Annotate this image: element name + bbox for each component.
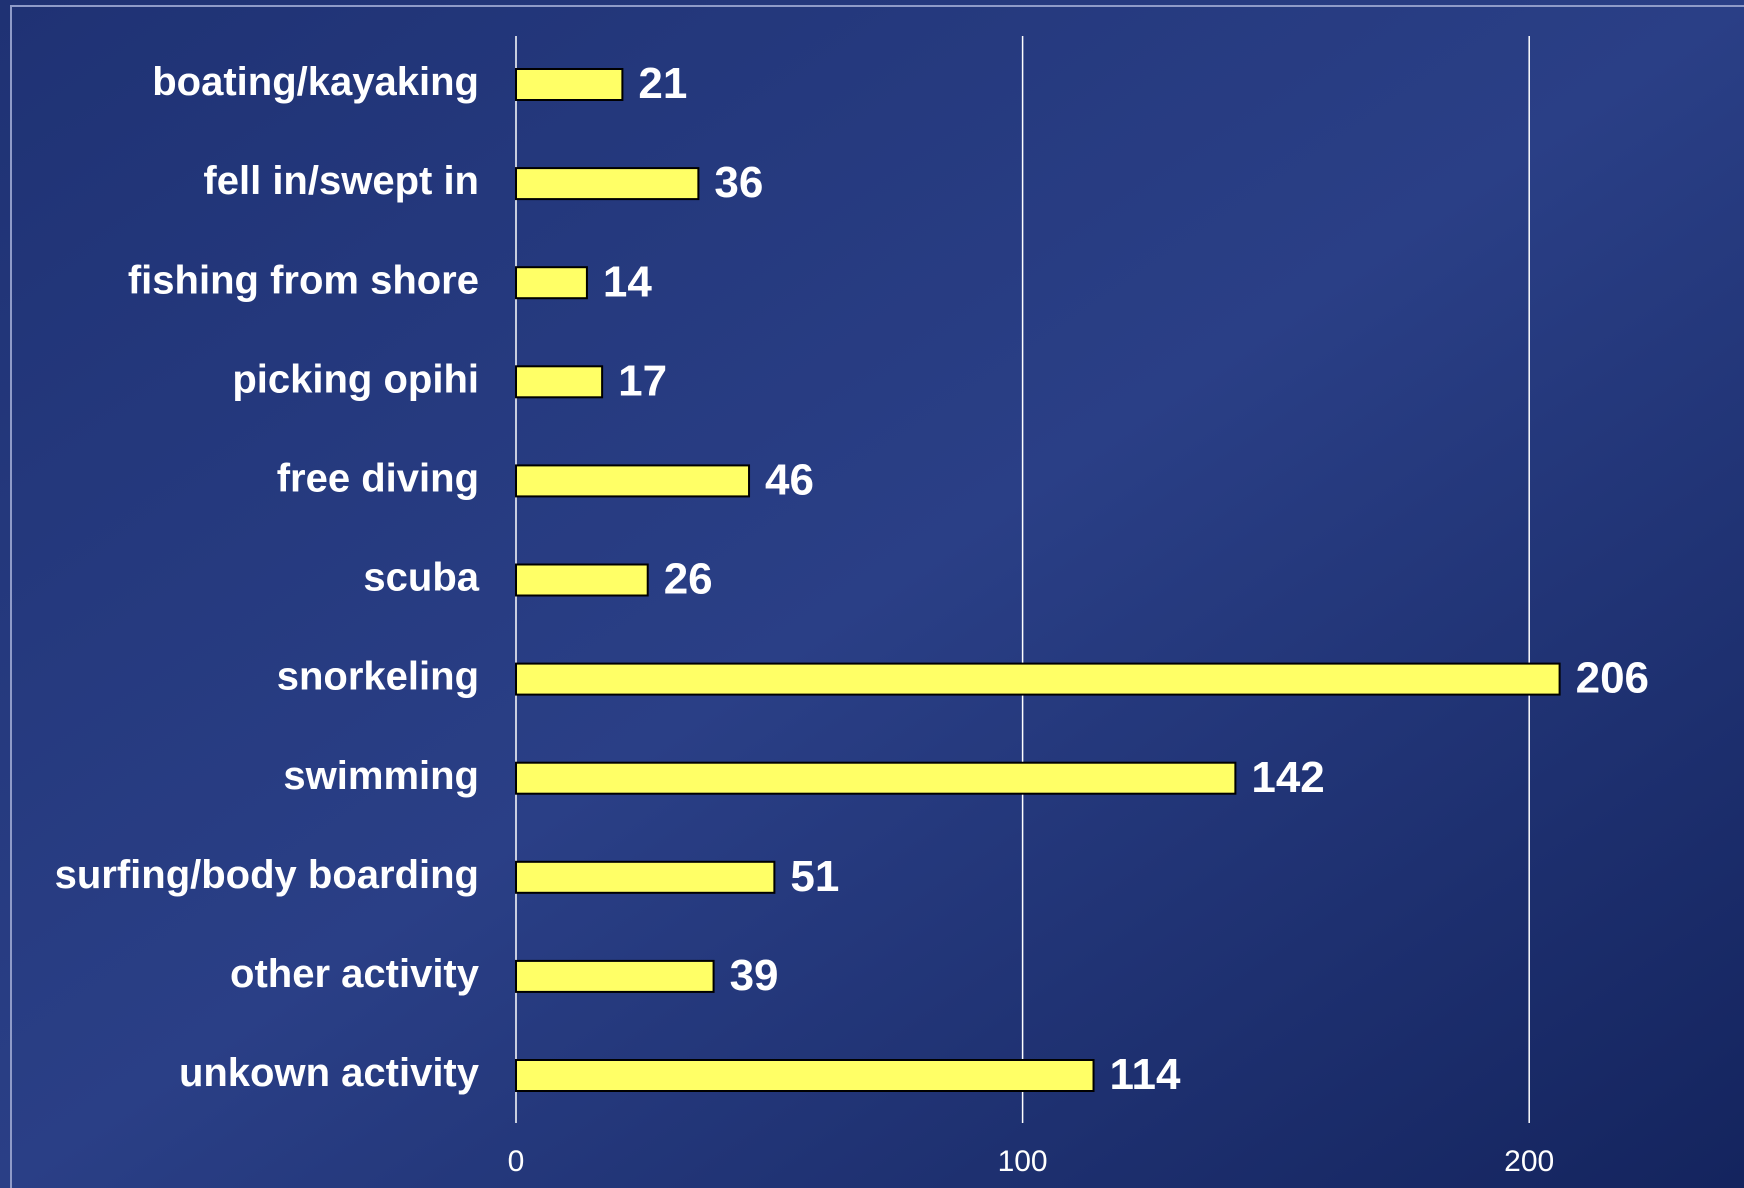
bar bbox=[515, 959, 715, 993]
value-label: 26 bbox=[664, 555, 713, 604]
value-label: 21 bbox=[638, 59, 687, 108]
y-tick-label: fishing from shore bbox=[128, 258, 479, 302]
bar bbox=[515, 860, 776, 894]
x-tick-label: 200 bbox=[1504, 1145, 1554, 1178]
bar bbox=[515, 266, 588, 300]
y-tick-label: fell in/swept in bbox=[203, 159, 479, 203]
bar bbox=[515, 662, 1561, 696]
bar bbox=[515, 563, 649, 597]
value-label: 36 bbox=[714, 158, 763, 207]
y-tick-label: picking opihi bbox=[232, 357, 479, 401]
bar bbox=[515, 464, 751, 498]
bar bbox=[515, 761, 1237, 795]
y-tick-label: scuba bbox=[363, 556, 479, 600]
value-label: 46 bbox=[765, 456, 814, 505]
x-tick-label: 100 bbox=[998, 1145, 1048, 1178]
bar bbox=[515, 68, 624, 101]
value-label: 17 bbox=[618, 356, 667, 405]
bar bbox=[515, 365, 604, 399]
value-label: 142 bbox=[1251, 753, 1324, 802]
frame bbox=[10, 5, 1744, 1188]
value-label: 51 bbox=[790, 852, 839, 901]
value-label: 39 bbox=[730, 951, 779, 1000]
bar bbox=[515, 1059, 1095, 1092]
value-label: 114 bbox=[1110, 1050, 1182, 1099]
y-tick-label: free diving bbox=[277, 456, 479, 500]
y-tick-label: other activity bbox=[230, 952, 480, 996]
bar bbox=[515, 167, 700, 201]
value-label: 206 bbox=[1576, 654, 1649, 703]
x-tick-label: 0 bbox=[508, 1145, 525, 1178]
y-tick-label: surfing/body boarding bbox=[55, 853, 479, 897]
y-tick-label: boating/kayaking bbox=[152, 60, 479, 104]
value-label: 14 bbox=[603, 257, 652, 306]
y-tick-label: unkown activity bbox=[179, 1051, 480, 1095]
y-tick-label: swimming bbox=[283, 754, 479, 798]
y-tick-label: snorkeling bbox=[277, 655, 479, 699]
